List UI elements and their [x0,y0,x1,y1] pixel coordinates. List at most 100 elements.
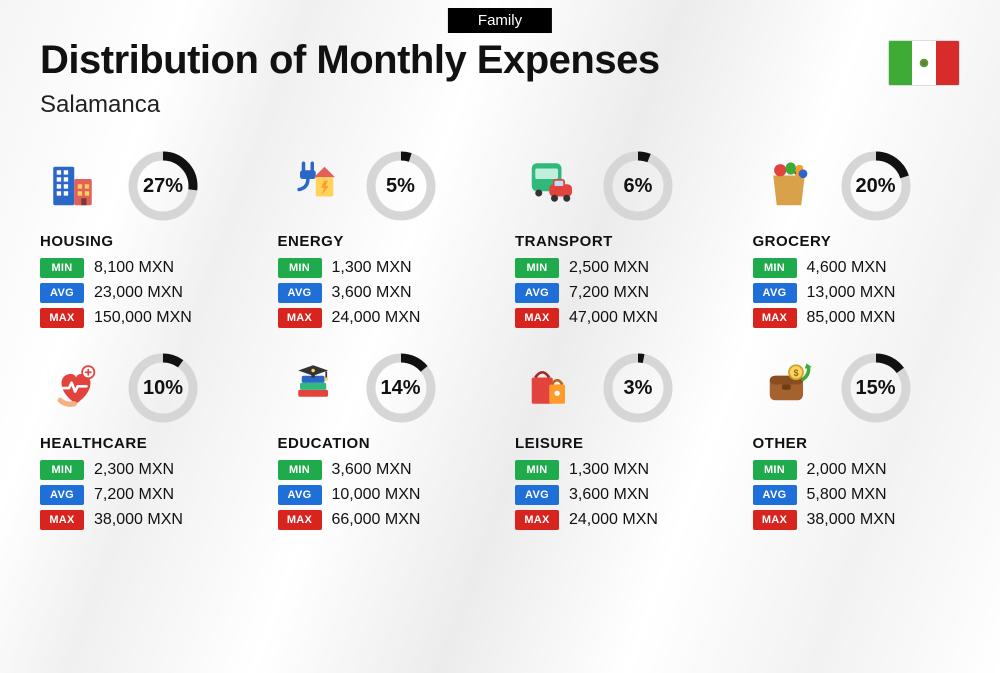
category-name: HEALTHCARE [40,435,248,452]
max-value: 38,000 MXN [807,511,896,529]
badge-max: MAX [753,510,797,530]
max-value: 24,000 MXN [332,309,421,327]
category-name: HOUSING [40,233,248,250]
badge-min: MIN [515,258,559,278]
percent-value: 5% [364,149,438,223]
avg-value: 7,200 MXN [569,284,649,302]
avg-value: 23,000 MXN [94,284,183,302]
stat-avg: AVG 5,800 MXN [753,485,961,505]
min-value: 2,500 MXN [569,259,649,277]
category-card-energy: 5% ENERGY MIN 1,300 MXN AVG 3,600 MXN MA… [278,149,486,333]
stat-avg: AVG 3,600 MXN [515,485,723,505]
badge-avg: AVG [515,485,559,505]
min-value: 4,600 MXN [807,259,887,277]
category-name: GROCERY [753,233,961,250]
percent-ring: 6% [601,149,675,223]
badge-min: MIN [40,460,84,480]
percent-value: 3% [601,351,675,425]
badge-max: MAX [753,308,797,328]
stat-avg: AVG 23,000 MXN [40,283,248,303]
avg-value: 3,600 MXN [332,284,412,302]
avg-value: 13,000 MXN [807,284,896,302]
stat-min: MIN 4,600 MXN [753,258,961,278]
percent-value: 10% [126,351,200,425]
category-name: ENERGY [278,233,486,250]
leisure-icon [515,357,587,419]
category-name: TRANSPORT [515,233,723,250]
page-subtitle: Salamanca [40,91,960,119]
badge-max: MAX [40,308,84,328]
badge-avg: AVG [753,485,797,505]
max-value: 24,000 MXN [569,511,658,529]
category-card-grocery: 20% GROCERY MIN 4,600 MXN AVG 13,000 MXN… [753,149,961,333]
stat-max: MAX 38,000 MXN [753,510,961,530]
category-card-healthcare: 10% HEALTHCARE MIN 2,300 MXN AVG 7,200 M… [40,351,248,535]
min-value: 8,100 MXN [94,259,174,277]
housing-icon [40,155,112,217]
grocery-icon [753,155,825,217]
category-card-education: 14% EDUCATION MIN 3,600 MXN AVG 10,000 M… [278,351,486,535]
header: Distribution of Monthly Expenses Salaman… [0,0,1000,119]
avg-value: 10,000 MXN [332,486,421,504]
category-card-leisure: 3% LEISURE MIN 1,300 MXN AVG 3,600 MXN M… [515,351,723,535]
percent-ring: 5% [364,149,438,223]
max-value: 47,000 MXN [569,309,658,327]
category-name: OTHER [753,435,961,452]
min-value: 2,000 MXN [807,461,887,479]
badge-avg: AVG [515,283,559,303]
percent-value: 6% [601,149,675,223]
min-value: 2,300 MXN [94,461,174,479]
categories-grid: 27% HOUSING MIN 8,100 MXN AVG 23,000 MXN… [0,119,1000,555]
healthcare-icon [40,357,112,419]
badge-avg: AVG [278,283,322,303]
badge-max: MAX [515,308,559,328]
badge-min: MIN [753,460,797,480]
stat-avg: AVG 10,000 MXN [278,485,486,505]
stat-min: MIN 1,300 MXN [515,460,723,480]
badge-max: MAX [278,510,322,530]
stat-min: MIN 3,600 MXN [278,460,486,480]
badge-min: MIN [40,258,84,278]
badge-avg: AVG [278,485,322,505]
badge-max: MAX [278,308,322,328]
stat-avg: AVG 3,600 MXN [278,283,486,303]
percent-ring: 3% [601,351,675,425]
stat-max: MAX 150,000 MXN [40,308,248,328]
badge-avg: AVG [40,283,84,303]
badge-min: MIN [278,460,322,480]
page-title: Distribution of Monthly Expenses [40,38,960,83]
badge-max: MAX [40,510,84,530]
max-value: 150,000 MXN [94,309,192,327]
stat-avg: AVG 7,200 MXN [515,283,723,303]
stat-min: MIN 8,100 MXN [40,258,248,278]
stat-max: MAX 85,000 MXN [753,308,961,328]
badge-avg: AVG [753,283,797,303]
stat-max: MAX 24,000 MXN [515,510,723,530]
category-card-other: $ 15% OTHER MIN 2,000 MXN AVG 5,800 MXN … [753,351,961,535]
stat-min: MIN 2,500 MXN [515,258,723,278]
badge-min: MIN [515,460,559,480]
transport-icon [515,155,587,217]
percent-value: 27% [126,149,200,223]
stat-max: MAX 24,000 MXN [278,308,486,328]
stat-avg: AVG 7,200 MXN [40,485,248,505]
energy-icon [278,155,350,217]
category-card-transport: 6% TRANSPORT MIN 2,500 MXN AVG 7,200 MXN… [515,149,723,333]
stat-min: MIN 2,000 MXN [753,460,961,480]
stat-min: MIN 1,300 MXN [278,258,486,278]
min-value: 3,600 MXN [332,461,412,479]
education-icon [278,357,350,419]
category-card-housing: 27% HOUSING MIN 8,100 MXN AVG 23,000 MXN… [40,149,248,333]
max-value: 66,000 MXN [332,511,421,529]
category-name: EDUCATION [278,435,486,452]
percent-ring: 14% [364,351,438,425]
stat-max: MAX 47,000 MXN [515,308,723,328]
svg-text:$: $ [793,368,798,378]
min-value: 1,300 MXN [569,461,649,479]
avg-value: 5,800 MXN [807,486,887,504]
percent-value: 20% [839,149,913,223]
badge-min: MIN [278,258,322,278]
badge-avg: AVG [40,485,84,505]
other-icon: $ [753,357,825,419]
stat-avg: AVG 13,000 MXN [753,283,961,303]
